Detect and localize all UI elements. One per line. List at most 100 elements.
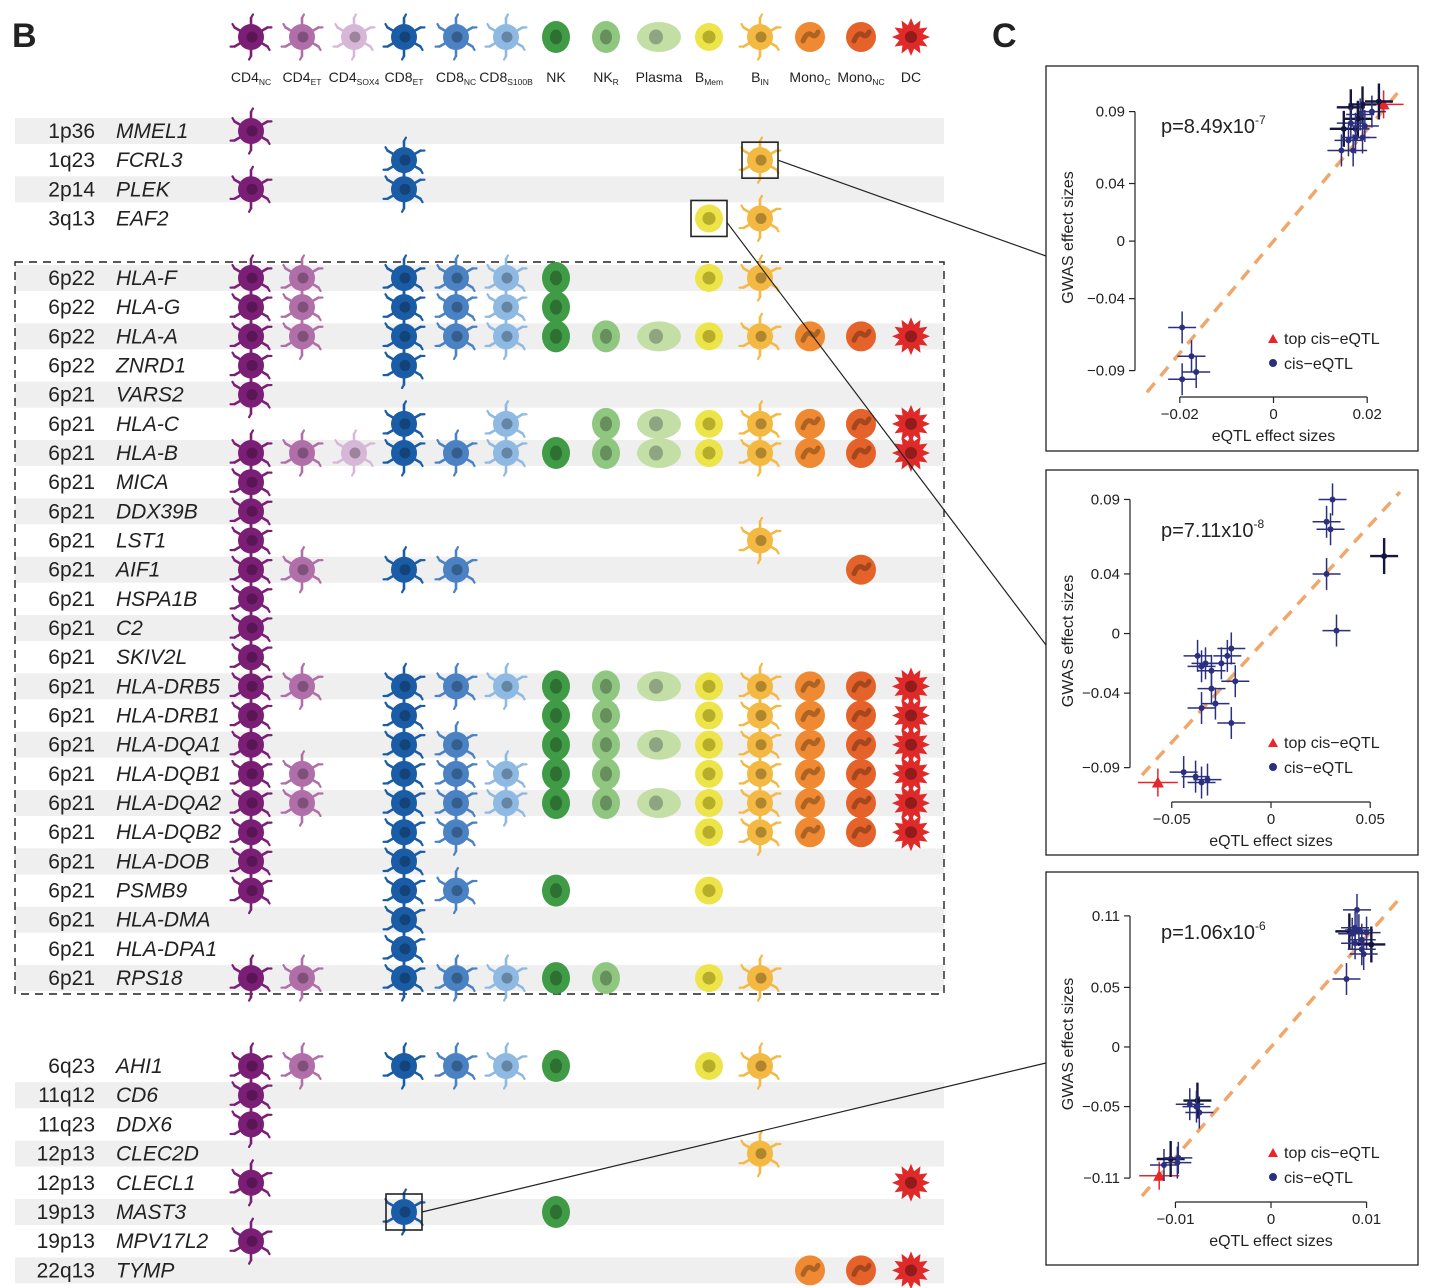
legend: top cis−eQTL cis−eQTL [1268,331,1380,373]
eqtl-cell-mark [229,487,273,535]
top-eqtl-point [1137,768,1178,797]
legend-cis-marker [1269,359,1277,367]
eqtl-cell-mark [795,758,825,789]
x-tick-label: 0 [1267,1211,1275,1228]
p-value-annotation: p=8.49x10-7 [1161,113,1266,138]
row-stripe [15,556,944,583]
eqtl-cell-mark [434,283,478,331]
gene-label: VARS2 [116,384,184,407]
connector-line [726,222,1047,646]
eqtl-cell-mark [846,817,876,848]
eqtl-point [1370,538,1399,575]
eqtl-cell-mark [846,700,876,731]
eqtl-cell-mark [382,691,426,740]
gene-label: HLA-DPA1 [116,938,217,961]
legend-top-label: top cis−eQTL [1284,1145,1380,1162]
y-tick-label: 0.09 [1091,491,1120,508]
locus-label: 6p21 [48,588,95,611]
row-stripe [15,498,944,525]
eqtl-point [1213,639,1242,672]
x-tick-label: 0.02 [1353,406,1382,423]
row-stripe [15,1199,944,1225]
eqtl-cell-mark [795,788,825,819]
y-tick-label: −0.04 [1082,685,1120,702]
locus-label: 6q23 [48,1055,95,1078]
eqtl-point [1187,692,1216,725]
cell-type-label: CD4SOX4 [329,69,380,87]
locus-label: 6p22 [48,296,95,319]
locus-label: 6p21 [48,471,95,494]
y-tick-label: 0.04 [1091,566,1120,583]
legend-top-marker [1268,738,1278,747]
eqtl-cell-mark [738,779,782,827]
eqtl-cell-mark [382,165,426,213]
eqtl-cell-mark [229,721,273,769]
x-axis-label: eQTL effect sizes [1212,428,1336,445]
axes: −0.09 −0.04 0 0.04 0.09 −0.02 0 0.02 eQTL effect… [1060,104,1382,445]
eqtl-point [1163,1146,1192,1179]
y-tick-label: −0.04 [1087,291,1125,308]
eqtl-cell-mark [795,729,825,760]
gene-label: RPS18 [116,967,183,990]
eqtl-cell-mark [592,787,620,820]
highlight-box [690,199,728,238]
gene-label: HLA-DQA2 [116,792,221,815]
eqtl-cell-mark [229,1071,273,1119]
gene-label: HLA-A [116,325,178,348]
eqtl-cell-mark [382,837,426,886]
eqtl-cell-mark [695,409,723,438]
eqtl-cell-mark [892,667,930,706]
row-stripe [15,731,944,758]
gene-label: AHI1 [114,1055,163,1078]
eqtl-cell-mark [695,701,723,730]
connector-line [777,159,1047,257]
gene-cell-matrix: 1p36 MMEL1 1q23 FCRL3 2p14 PLEK 3q13 EAF2 6p22 HL… [37,107,930,1288]
eqtl-cell-mark [795,1255,825,1286]
scatter-panel-2: −0.09 −0.04 0 0.04 0.09 −0.05 0 0.05 eQTL effect… [1045,469,1419,856]
gene-label: PLEK [116,178,171,201]
connector-line [421,1062,1047,1213]
gene-label: ZNRD1 [115,355,186,378]
eqtl-cell-mark [846,729,876,760]
locus-label: 6p22 [48,325,95,348]
eqtl-point [1168,311,1197,344]
eqtl-point [1193,763,1222,796]
eqtl-cell-mark [229,954,273,1002]
cell-type-label: NKR [593,69,619,87]
eqtl-point [1364,83,1393,120]
locus-label: 6p21 [48,617,95,640]
cell-type-icon-cd4-sox4 [332,13,376,61]
eqtl-cell-mark [592,407,620,440]
gene-label: PSMB9 [116,880,188,903]
eqtl-cell-mark [434,429,478,477]
eqtl-cell-mark [695,789,723,818]
locus-label: 6p21 [48,646,95,669]
y-tick-label: 0.11 [1092,908,1120,925]
eqtl-cell-mark [592,728,620,761]
scatter-panels: −0.09 −0.04 0 0.04 0.09 −0.02 0 0.02 eQTL effect… [1045,65,1419,1266]
gene-label: C2 [116,617,143,640]
locus-label: 6p21 [48,792,95,815]
gene-label: HLA-DRB5 [116,675,220,698]
y-tick-label: −0.09 [1087,363,1125,380]
axes: −0.11 −0.05 0 0.05 0.11 −0.01 0 0.01 eQTL effect… [1060,908,1381,1250]
eqtl-cell-mark [484,662,528,710]
eqtl-cell-mark [229,371,273,419]
eqtl-cell-mark [229,254,273,302]
eqtl-cell-mark [892,1163,930,1202]
eqtl-cell-mark [695,1052,723,1080]
eqtl-cell-mark [229,165,273,213]
eqtl-cell-mark [484,429,528,477]
gene-label: MAST3 [116,1201,186,1224]
eqtl-cell-mark [332,429,376,477]
gene-label: HLA-DMA [116,909,211,932]
eqtl-cell-mark [484,750,528,798]
gene-label: DDX6 [116,1113,172,1136]
eqtl-cell-mark [542,874,570,907]
eqtl-point [1168,363,1197,396]
eqtl-cell-mark [592,962,620,995]
cell-type-label: BMem [695,69,723,87]
eqtl-cell-mark [637,408,681,439]
eqtl-cell-mark [738,429,782,477]
eqtl-cell-mark [738,1129,782,1178]
